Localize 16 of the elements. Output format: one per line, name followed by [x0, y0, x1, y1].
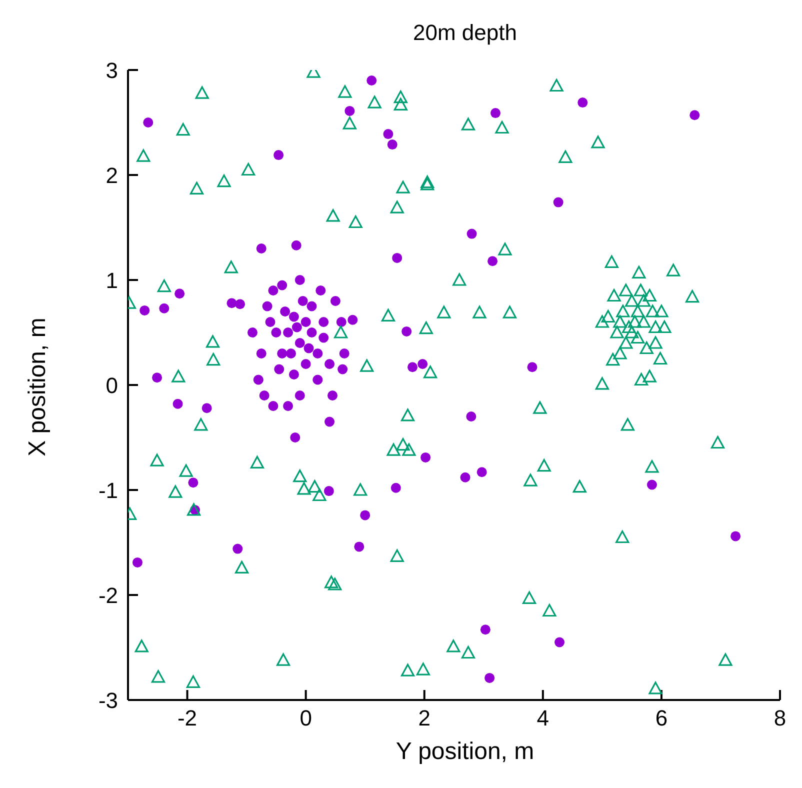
x-axis-title: Y position, m [394, 738, 536, 766]
y-tick-label: -1 [98, 478, 118, 503]
x-tick-label: -2 [177, 706, 198, 731]
x-tick-label: 4 [536, 706, 550, 731]
x-tick-label: 0 [300, 706, 312, 731]
y-tick-label: 3 [106, 58, 118, 83]
y-tick-label: -3 [98, 688, 118, 713]
y-tick-label: 2 [106, 162, 118, 188]
x-tick-label: 2 [418, 706, 430, 731]
x-tick-label: 6 [655, 706, 668, 731]
y-tick-label: 1 [106, 268, 118, 293]
y-axis-title: X position, m [24, 316, 52, 458]
y-tick-label: 0 [106, 372, 118, 398]
y-tick-label: -2 [98, 582, 118, 608]
chart-title: 20m depth [412, 20, 518, 46]
x-tick-label: 8 [774, 706, 786, 731]
